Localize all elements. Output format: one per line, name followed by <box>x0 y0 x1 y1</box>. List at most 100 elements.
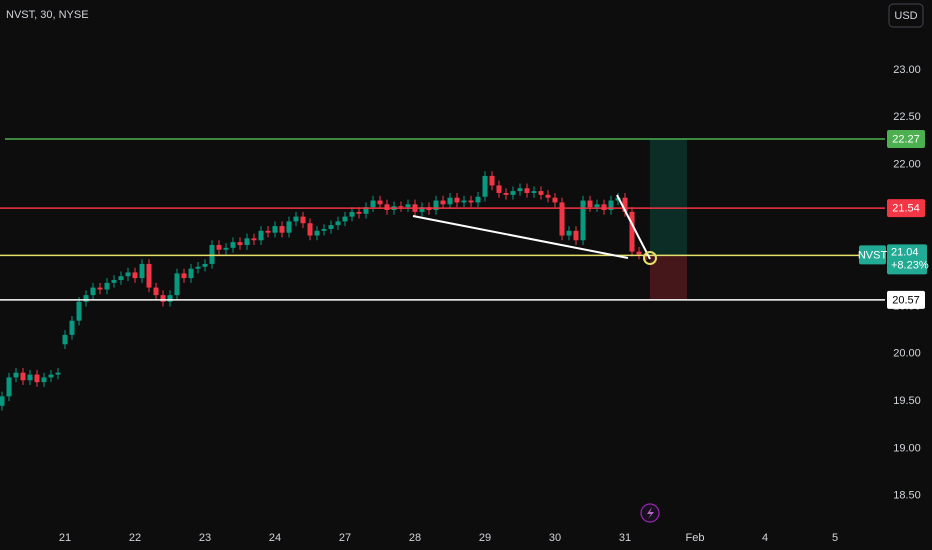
candle-body <box>223 247 229 250</box>
candle-body <box>41 377 47 383</box>
candle-body <box>405 204 411 208</box>
marker-circle <box>643 251 657 265</box>
symbol-tag <box>859 245 886 265</box>
candle-body <box>482 175 488 197</box>
candle-body <box>286 221 292 233</box>
candle-body <box>90 287 96 296</box>
candle-body <box>580 200 586 241</box>
price-tag <box>887 199 925 218</box>
candle-body <box>307 223 313 236</box>
currency-label[interactable]: USD <box>894 10 917 22</box>
profit-zone <box>650 139 687 256</box>
candle-body <box>300 216 306 224</box>
candle-body <box>496 185 502 193</box>
candle-body <box>181 273 187 279</box>
candle-body <box>629 211 635 252</box>
candle-body <box>321 228 327 231</box>
price-label: 21.54 <box>892 203 920 215</box>
price-label: 21.04 <box>891 246 919 258</box>
candle-body <box>587 200 593 208</box>
candle-body <box>83 295 89 302</box>
candle-body <box>461 200 467 203</box>
candle-body <box>538 191 544 195</box>
candle-body <box>440 200 446 205</box>
y-tick-label: 19.00 <box>893 442 921 454</box>
candle-body <box>62 334 68 345</box>
candle-body <box>244 238 250 245</box>
candle-body <box>503 192 509 195</box>
candle-body <box>342 216 348 222</box>
candle-body <box>363 207 369 214</box>
candle-body <box>146 263 152 288</box>
candle-body <box>237 242 243 245</box>
candle-body <box>608 200 614 210</box>
price-label: 22.27 <box>892 133 920 145</box>
x-tick-label: 23 <box>199 532 211 544</box>
candle-body <box>13 372 19 378</box>
candle-body <box>27 374 33 381</box>
candle-body <box>398 206 404 208</box>
candle-body <box>251 238 257 241</box>
x-tick-label: 21 <box>59 532 71 544</box>
candle-body <box>545 194 551 198</box>
candle-body <box>69 320 75 335</box>
candle-body <box>174 273 180 296</box>
lightning <box>647 507 654 519</box>
symbol-label: NVST <box>858 249 888 261</box>
chart-title: NVST, 30, NYSE <box>6 9 89 21</box>
x-tick-label: 22 <box>129 532 141 544</box>
candle-body <box>97 287 103 290</box>
candle-body <box>293 216 299 222</box>
price-label: 20.57 <box>892 294 920 306</box>
candle-body <box>216 245 222 250</box>
candle-body <box>524 188 530 193</box>
candle-body <box>377 200 383 205</box>
trend-line <box>412 215 629 259</box>
trend-line <box>616 194 651 260</box>
x-tick-label: 28 <box>409 532 421 544</box>
candle-body <box>335 221 341 226</box>
y-tick-label: 20.00 <box>893 348 921 360</box>
candle-body <box>230 242 236 248</box>
candle-body <box>349 211 355 217</box>
y-tick-label: 23.00 <box>893 64 921 76</box>
candle-body <box>167 295 173 302</box>
candle-body <box>125 272 131 277</box>
candle-body <box>356 211 362 214</box>
y-tick-label: 19.50 <box>893 395 921 407</box>
candle-body <box>104 282 110 290</box>
price-tag <box>887 290 925 309</box>
candle-body <box>160 295 166 302</box>
candle-body <box>265 230 271 233</box>
candle-body <box>118 276 124 280</box>
candle-body <box>384 204 390 210</box>
candle-body <box>258 230 264 241</box>
candle-body <box>622 197 628 212</box>
candle-body <box>76 301 82 321</box>
x-tick-label: 5 <box>832 532 838 544</box>
x-tick-label: 24 <box>269 532 281 544</box>
x-tick-label: 31 <box>619 532 631 544</box>
candle-body <box>111 280 117 283</box>
candle-body <box>272 226 278 233</box>
price-tag <box>887 244 927 275</box>
candle-body <box>510 191 516 195</box>
candle-body <box>475 196 481 203</box>
candle-body <box>566 230 572 236</box>
candle-body <box>370 200 376 208</box>
candle-body <box>559 202 565 236</box>
currency-button[interactable] <box>888 3 924 28</box>
candle-body <box>328 225 334 229</box>
candle-body <box>636 251 642 255</box>
y-tick-label: 22.50 <box>893 111 921 123</box>
candle-body <box>209 245 215 264</box>
candle-body <box>615 197 621 201</box>
candle-body <box>433 200 439 210</box>
candle-body <box>531 191 537 193</box>
candle-body <box>6 377 12 397</box>
x-tick-label: 4 <box>762 532 768 544</box>
x-tick-label: 30 <box>549 532 561 544</box>
